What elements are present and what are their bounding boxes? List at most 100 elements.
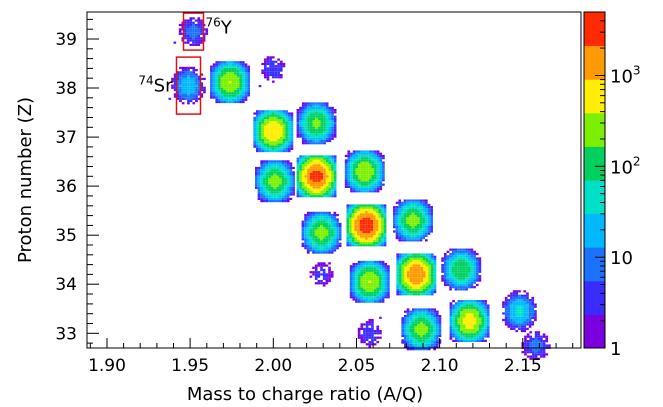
heatmap-cell	[215, 89, 219, 93]
heatmap-cell	[355, 282, 358, 286]
heatmap-cell	[255, 132, 259, 135]
heatmap-cell	[331, 137, 334, 140]
heatmap-cell	[381, 287, 385, 290]
heatmap-cell	[299, 131, 302, 134]
heatmap-cell	[457, 288, 460, 291]
heatmap-cell	[404, 321, 407, 324]
heatmap-cell	[279, 60, 283, 63]
heatmap-cell	[312, 166, 316, 169]
heatmap-cell	[451, 272, 455, 276]
heatmap-cell	[454, 261, 458, 264]
heatmap-cell	[424, 208, 428, 211]
heatmap-cell	[382, 179, 385, 182]
heatmap-cell	[352, 157, 356, 160]
heatmap-cell	[454, 252, 458, 256]
heatmap-cell	[247, 92, 250, 95]
heatmap-cell	[398, 230, 402, 233]
heatmap-cell	[325, 186, 329, 189]
heatmap-cell	[404, 339, 407, 342]
heatmap-cell	[205, 30, 209, 33]
heatmap-cell	[357, 211, 360, 214]
heatmap-cell	[419, 332, 423, 335]
heatmap-cell	[360, 291, 364, 294]
heatmap-cell	[363, 161, 367, 164]
heatmap-cell	[395, 210, 399, 213]
heatmap-cell	[358, 159, 361, 162]
heatmap-cell	[307, 181, 310, 185]
heatmap-cell	[355, 170, 359, 173]
heatmap-cell	[186, 19, 190, 22]
heatmap-cell	[375, 228, 379, 231]
heatmap-cell	[411, 208, 415, 211]
heatmap-cell	[325, 159, 329, 162]
heatmap-cell	[478, 324, 482, 327]
heatmap-cell	[223, 96, 227, 99]
heatmap-cell	[412, 321, 415, 324]
heatmap-cell	[312, 155, 316, 158]
heatmap-cell	[393, 210, 396, 213]
heatmap-cell	[218, 81, 221, 84]
heatmap-cell	[384, 274, 388, 277]
heatmap-cell	[422, 319, 426, 322]
heatmap-cell	[443, 281, 447, 284]
heatmap-cell	[265, 180, 269, 183]
heatmap-cell	[478, 259, 482, 262]
heatmap-cell	[375, 230, 379, 234]
heatmap-cell	[301, 170, 305, 174]
heatmap-cell	[376, 341, 380, 344]
heatmap-cell	[365, 276, 369, 279]
heatmap-cell	[374, 187, 377, 191]
heatmap-cell	[314, 273, 318, 276]
heatmap-cell	[468, 317, 471, 320]
heatmap-cell	[398, 234, 402, 238]
heatmap-cell	[365, 217, 368, 220]
heatmap-cell	[443, 261, 447, 264]
heatmap-cell	[409, 219, 412, 222]
heatmap-cell	[338, 236, 342, 239]
heatmap-cell	[299, 159, 302, 162]
heatmap-cell	[403, 237, 407, 240]
heatmap-cell	[299, 184, 302, 187]
heatmap-cell	[220, 76, 224, 79]
heatmap-cell	[454, 257, 458, 260]
heatmap-cell	[409, 230, 412, 233]
heatmap-cell	[420, 288, 423, 291]
heatmap-cell	[484, 317, 487, 320]
heatmap-cell	[363, 181, 367, 184]
heatmap-cell	[457, 302, 461, 305]
heatmap-cell	[304, 113, 308, 116]
heatmap-cell	[446, 275, 450, 278]
heatmap-cell	[278, 186, 282, 189]
heatmap-cell	[306, 251, 310, 254]
heatmap-cell	[301, 113, 305, 116]
heatmap-cell	[476, 330, 479, 334]
heatmap-cell	[460, 339, 463, 342]
heatmap-cell	[210, 83, 213, 86]
heatmap-cell	[239, 81, 243, 84]
heatmap-cell	[309, 213, 313, 217]
heatmap-cell	[371, 170, 375, 173]
heatmap-cell	[407, 260, 410, 263]
heatmap-cell	[268, 191, 271, 194]
heatmap-cell	[366, 187, 369, 191]
heatmap-cell	[320, 222, 323, 226]
heatmap-cell	[379, 161, 383, 164]
heatmap-cell	[314, 227, 318, 230]
heatmap-cell	[465, 319, 469, 323]
heatmap-cell	[433, 262, 437, 265]
heatmap-cell	[401, 290, 405, 294]
heatmap-cell	[454, 315, 458, 318]
heatmap-cell	[357, 239, 360, 242]
heatmap-cell	[367, 204, 371, 207]
heatmap-cell	[325, 247, 329, 250]
heatmap-cell	[273, 169, 277, 172]
heatmap-cell	[357, 293, 361, 297]
heatmap-cell	[312, 168, 316, 171]
heatmap-cell	[285, 121, 288, 124]
heatmap-cell	[366, 165, 369, 169]
heatmap-cell	[351, 230, 355, 234]
heatmap-cell	[333, 222, 337, 226]
heatmap-cell	[368, 183, 372, 186]
heatmap-cell	[534, 333, 538, 336]
